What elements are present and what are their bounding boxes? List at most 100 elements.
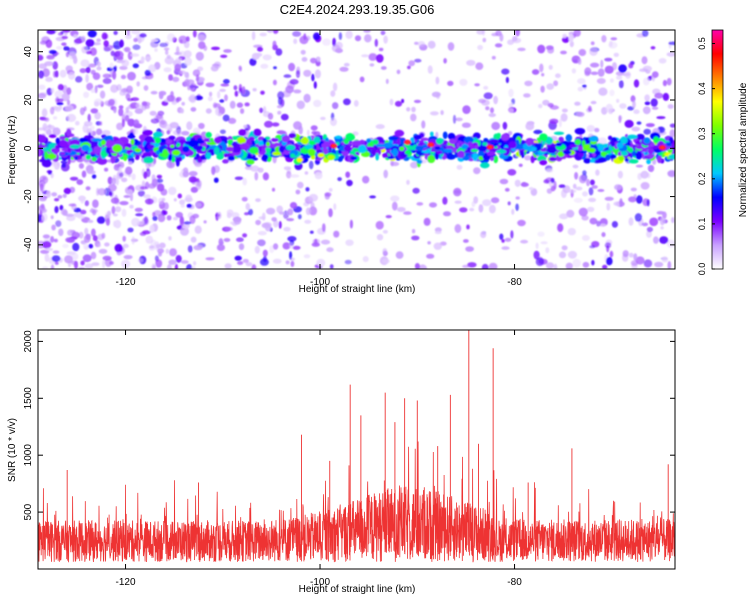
spectrogram-cell — [243, 124, 247, 129]
spectrogram-cell — [65, 65, 73, 73]
spectrogram-cell — [285, 260, 290, 265]
spectrogram-cell — [667, 148, 673, 153]
spectrogram-cell — [633, 79, 640, 88]
spectrogram-cell — [459, 207, 468, 213]
spectrogram-cell — [219, 129, 226, 135]
spectrogram-cell — [289, 242, 294, 249]
spectrogram-cell — [46, 129, 52, 136]
spectrogram-cell — [130, 138, 135, 146]
spectrogram-cell — [524, 155, 532, 161]
spectrogram-cell — [87, 30, 97, 38]
spectrogram-cell — [624, 119, 634, 128]
spectrogram-cell — [262, 154, 269, 161]
spectrogram-cell — [474, 83, 480, 87]
spectrogram-cell — [173, 216, 178, 221]
spectrogram-cell — [311, 73, 315, 82]
spectrogram-cell — [110, 155, 116, 164]
spectrogram-cell — [501, 239, 505, 243]
spectrogram-cell — [107, 210, 112, 216]
spectrogram-cell — [92, 209, 97, 216]
spectrogram-cell — [61, 92, 70, 102]
spectrogram-cell — [577, 86, 584, 92]
spectrogram-cell — [93, 98, 103, 106]
spectrogram-cell — [125, 166, 133, 175]
spectrogram-cell — [257, 46, 263, 52]
spectrogram-cell — [472, 153, 479, 161]
spectrogram-cell — [296, 157, 303, 163]
spectrogram-cell — [328, 208, 333, 218]
spectrogram-cell — [493, 155, 499, 164]
spectrogram-cell — [249, 146, 260, 154]
spectrogram-cell — [61, 163, 66, 168]
spectrogram-cell — [576, 111, 585, 117]
spectrogram-cell — [422, 144, 428, 149]
spectrogram-cell — [303, 254, 311, 259]
spectrogram-cell — [187, 84, 191, 91]
spectrogram-cell — [333, 203, 337, 211]
spectrogram-cell — [375, 220, 384, 230]
spectrogram-cell — [188, 176, 198, 183]
spectrogram-cell — [53, 116, 58, 120]
spectrogram-cell — [101, 232, 106, 239]
spectrogram-cell — [66, 113, 77, 123]
spectrogram-cell — [39, 183, 44, 192]
spectrogram-cell — [605, 150, 612, 154]
spectrogram-hotspot-core — [406, 141, 410, 144]
spectrogram-cell — [205, 257, 215, 261]
spectrogram-cell — [158, 90, 167, 96]
spectrogram-cell — [84, 200, 90, 207]
spectrogram-cell — [490, 156, 495, 161]
spectrogram-cell — [541, 141, 546, 145]
spectrogram-cell — [112, 144, 123, 153]
spectrogram-cell — [666, 52, 675, 57]
spectrogram-cell — [628, 62, 634, 69]
spectrogram-cell — [668, 41, 675, 46]
spectrogram-cell — [192, 30, 197, 38]
spectrogram-cell — [383, 169, 389, 179]
spectrogram-cell — [667, 170, 675, 178]
spectrogram-cell — [127, 118, 135, 127]
spectrogram-cell — [577, 145, 584, 152]
spectrogram-cell — [78, 137, 89, 143]
spectrogram-cell — [448, 138, 457, 145]
spectrogram-cell — [96, 38, 101, 42]
spectrogram-cell — [38, 134, 47, 144]
spectrogram-cell — [111, 177, 117, 185]
spectrogram-cell — [647, 147, 654, 155]
spectrogram-cell — [636, 133, 645, 140]
spectrogram-cell — [354, 35, 362, 42]
spectrogram-cell — [127, 71, 136, 81]
spectrogram-cell — [156, 244, 161, 249]
spectrogram-cell — [127, 98, 134, 102]
spectrogram-cell — [175, 158, 180, 167]
spectrogram-cell — [109, 191, 113, 197]
snr-y-tick-label: 1500 — [23, 387, 34, 410]
spectrogram-cell — [169, 248, 177, 257]
snr-y-ticks: 500 1000 1500 2000 — [23, 330, 675, 520]
spectrogram-cell — [654, 261, 664, 268]
spectrogram-cell — [222, 153, 230, 158]
spectrogram-cell — [596, 78, 606, 84]
spectrogram-cell — [190, 107, 197, 112]
spectrogram-cell — [113, 30, 118, 35]
spectrogram-cell — [80, 59, 90, 67]
spectrogram-cell — [122, 243, 129, 249]
spectrogram-cell — [182, 170, 189, 178]
spectrogram-cell — [177, 193, 182, 199]
spectrogram-cell — [101, 32, 108, 40]
spectrogram-cell — [304, 219, 312, 224]
spectrogram-cell — [90, 251, 97, 260]
spectrogram-cell — [575, 186, 583, 191]
spectrogram-cell — [260, 90, 265, 95]
spectrogram-cell — [408, 60, 416, 67]
spectrogram-cell — [337, 177, 342, 182]
spectrogram-cell — [629, 159, 639, 164]
spectrogram-cell — [477, 145, 488, 152]
spectrogram-cell — [390, 161, 400, 167]
spectrogram-cell — [79, 68, 87, 74]
spectrogram-cell — [636, 121, 642, 125]
spectrogram-cell — [577, 58, 582, 65]
spectrogram-cell — [66, 237, 75, 243]
spectrogram-cell — [54, 90, 63, 98]
spectrogram-cell — [143, 194, 151, 199]
